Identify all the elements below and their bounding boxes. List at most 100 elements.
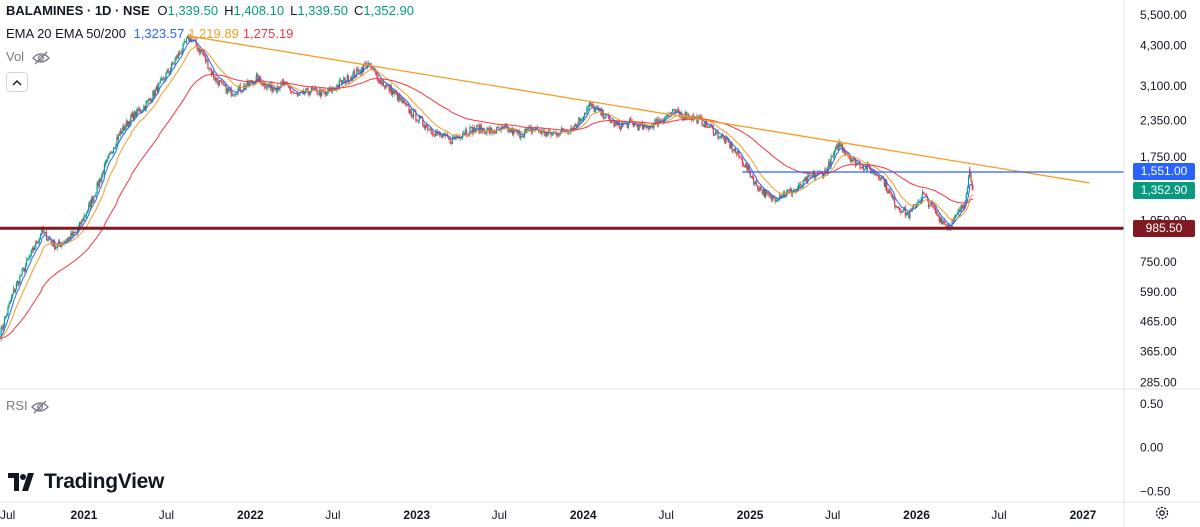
candle-body	[889, 189, 891, 193]
candle-body	[203, 55, 206, 57]
candle-body	[177, 52, 180, 59]
time-tick-label: Jul	[492, 508, 507, 522]
candle-body	[425, 125, 428, 126]
candle-body	[99, 179, 102, 182]
candle-body	[667, 114, 669, 116]
candle-body	[920, 197, 922, 202]
candle-body	[580, 119, 582, 122]
candle-body	[571, 127, 573, 129]
candle-body	[116, 136, 118, 146]
price-tag[interactable]: 1,551.00	[1133, 163, 1195, 181]
candle-body	[188, 35, 190, 41]
tradingview-logo[interactable]: TradingView	[8, 470, 164, 494]
candle-body	[933, 206, 935, 208]
candle-body	[400, 98, 402, 100]
candle-body	[832, 155, 834, 157]
candle-body	[842, 149, 845, 152]
candle-body	[84, 215, 86, 217]
candle-body	[350, 77, 352, 81]
candle-body	[481, 128, 484, 132]
candle-body	[673, 109, 675, 110]
candle-body	[746, 163, 748, 170]
candle-body	[408, 105, 410, 114]
gear-icon[interactable]	[1154, 505, 1170, 521]
candle-body	[26, 259, 28, 266]
price-axis[interactable]: 5,500.00 4,300.00 3,100.00 2,350.00 1,750.00…	[1140, 8, 1187, 389]
candle-body	[82, 219, 84, 221]
candle-body	[758, 188, 760, 191]
candle-body	[257, 74, 259, 83]
candle-body	[118, 133, 121, 135]
candle-body	[924, 194, 926, 195]
eye-off-icon[interactable]	[31, 51, 50, 65]
vol-label[interactable]: Vol	[6, 49, 25, 64]
collapse-legend-button[interactable]	[6, 72, 28, 92]
candle-body	[945, 224, 947, 228]
candle-body	[759, 186, 761, 191]
time-tick-label: 2025	[737, 508, 764, 522]
candle-body	[449, 137, 451, 144]
candle-body	[476, 125, 478, 130]
candle-body	[72, 231, 74, 237]
candle-body	[111, 153, 113, 155]
candle-body	[895, 206, 897, 208]
candle-body	[591, 103, 593, 107]
candle-body	[401, 98, 403, 103]
candle-body	[378, 81, 380, 84]
price-tag[interactable]: 985.50	[1133, 219, 1195, 237]
symbol-legend: BALAMINES · 1D · NSE O1,339.50 H1,408.10 L…	[6, 3, 424, 18]
candle-body	[313, 88, 315, 90]
candle-body	[409, 109, 411, 114]
candle-body	[24, 265, 27, 272]
candle-body	[656, 119, 658, 126]
candle-body	[224, 84, 226, 86]
price-tag[interactable]: 1,352.90	[1133, 181, 1195, 199]
candle-body	[866, 164, 868, 171]
candle-body	[368, 63, 370, 66]
candle-body	[880, 178, 882, 180]
candle-body	[941, 217, 943, 225]
candle-body	[205, 55, 207, 62]
candle-body	[424, 125, 427, 129]
candle-body	[382, 82, 385, 87]
eye-off-icon[interactable]	[31, 400, 50, 414]
rsi-tick-label: −0.50	[1140, 484, 1171, 498]
candle-body	[464, 130, 466, 135]
candle-body	[852, 158, 854, 161]
candle-body	[256, 74, 258, 76]
candle-body	[844, 149, 846, 155]
candle-body	[340, 80, 343, 84]
candle-body	[74, 232, 77, 233]
candle-body	[30, 250, 32, 256]
candle-body	[1, 326, 3, 329]
candle-body	[322, 89, 324, 91]
time-axis[interactable]: Jul 2021 Jul 2022 Jul 2023 Jul 2024 Jul 2025 Jul 20…	[0, 508, 1097, 522]
candle-body	[303, 93, 306, 95]
candle-body	[50, 239, 52, 242]
candle-body	[712, 127, 714, 135]
symbol-title[interactable]: BALAMINES · 1D · NSE	[6, 3, 150, 18]
candle-body	[35, 241, 37, 249]
candle-body	[675, 110, 677, 114]
candle-body	[93, 196, 95, 202]
candle-body	[521, 136, 523, 137]
candle-body	[306, 88, 308, 89]
candle-body	[922, 192, 924, 193]
candle-body	[537, 129, 540, 132]
rsi-label[interactable]: RSI	[6, 398, 28, 413]
candle-body	[394, 91, 396, 93]
price-tick-label: 3,100.00	[1140, 79, 1187, 93]
candle-body	[799, 184, 801, 185]
candle-body	[601, 109, 603, 116]
ema-label[interactable]: EMA 20 EMA 50/200	[6, 26, 126, 41]
candle-body	[289, 88, 292, 92]
price-tick-label: 365.00	[1140, 345, 1177, 359]
candle-body	[715, 131, 717, 135]
candle-body	[789, 188, 791, 191]
candle-body	[543, 130, 545, 135]
candle-body	[749, 171, 751, 178]
candle-body	[34, 248, 36, 251]
candle-body	[16, 280, 19, 284]
candle-body	[560, 130, 562, 134]
